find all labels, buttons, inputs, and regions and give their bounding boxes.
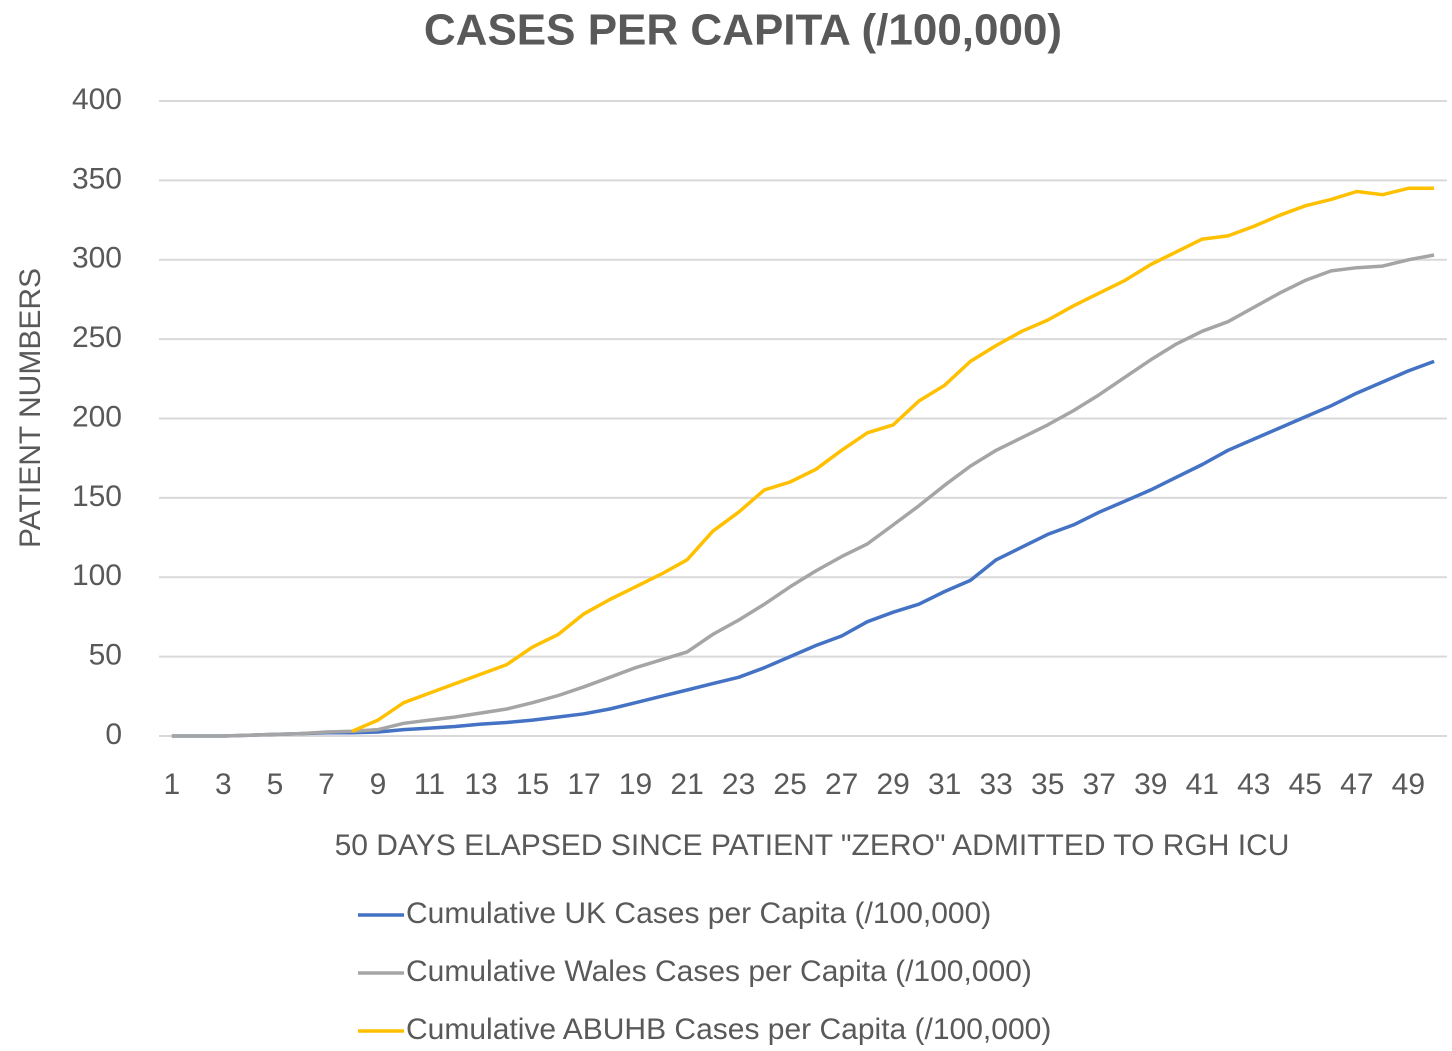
x-tick-label: 37 (1083, 768, 1116, 801)
x-tick-label: 17 (567, 768, 600, 801)
x-tick-label: 43 (1237, 768, 1270, 801)
x-tick-label: 5 (267, 768, 284, 801)
series-line (171, 253, 1435, 738)
series-line (171, 359, 1435, 738)
y-tick-label: 350 (72, 162, 122, 195)
y-tick-label: 150 (72, 480, 122, 513)
x-tick-label: 49 (1392, 768, 1425, 801)
x-tick-label: 31 (928, 768, 961, 801)
y-tick-label: 200 (72, 400, 122, 433)
chart-title: CASES PER CAPITA (/100,000) (424, 6, 1062, 55)
x-tick-label: 29 (876, 768, 909, 801)
x-tick-label: 19 (619, 768, 652, 801)
x-tick-label: 23 (722, 768, 755, 801)
x-tick-label: 25 (773, 768, 806, 801)
x-tick-label: 27 (825, 768, 858, 801)
x-tick-label: 3 (215, 768, 232, 801)
series-line (351, 186, 1435, 733)
x-tick-label: 45 (1289, 768, 1322, 801)
y-tick-label: 100 (72, 559, 122, 592)
x-tick-label: 35 (1031, 768, 1064, 801)
x-tick-label: 41 (1186, 768, 1219, 801)
y-tick-label: 50 (89, 639, 122, 672)
y-tick-label: 0 (105, 718, 122, 751)
x-axis-label: 50 DAYS ELAPSED SINCE PATIENT "ZERO" ADM… (335, 829, 1290, 862)
x-tick-label: 21 (670, 768, 703, 801)
legend-label: Cumulative Wales Cases per Capita (/100,… (406, 955, 1032, 988)
y-tick-label: 400 (72, 83, 122, 116)
legend-label: Cumulative ABUHB Cases per Capita (/100,… (406, 1013, 1051, 1046)
x-tick-label: 7 (318, 768, 335, 801)
legend-label: Cumulative UK Cases per Capita (/100,000… (406, 897, 991, 930)
x-tick-label: 1 (164, 768, 181, 801)
x-tick-label: 11 (414, 768, 445, 801)
y-axis-label: PATIENT NUMBERS (14, 268, 47, 548)
x-tick-label: 15 (516, 768, 549, 801)
y-tick-label: 300 (72, 242, 122, 275)
x-tick-label: 47 (1340, 768, 1373, 801)
y-tick-label: 250 (72, 321, 122, 354)
x-tick-label: 39 (1134, 768, 1167, 801)
x-tick-label: 33 (980, 768, 1013, 801)
x-tick-label: 13 (464, 768, 497, 801)
x-tick-label: 9 (370, 768, 387, 801)
